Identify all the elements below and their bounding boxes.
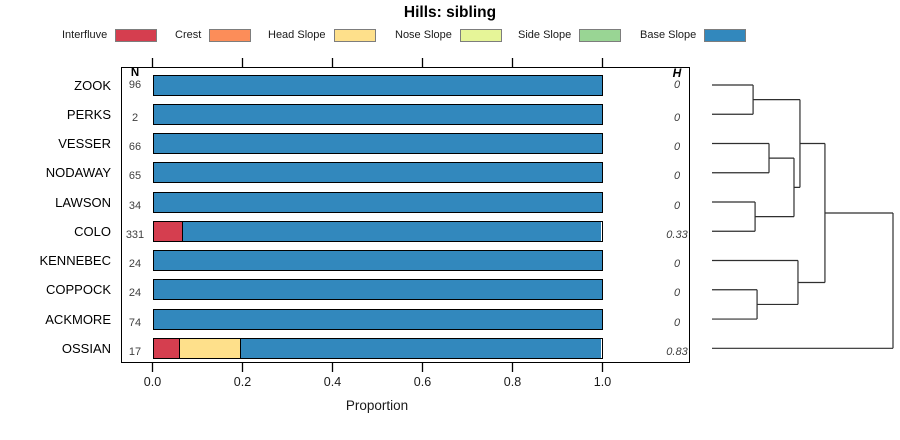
bar-vesser <box>152 133 603 154</box>
row-label: PERKS <box>66 106 111 122</box>
legend-label: Side Slope <box>518 29 572 41</box>
legend-swatch-side-slope <box>579 28 622 42</box>
bar-segment-interfluve <box>153 338 181 358</box>
n-value: 331 <box>125 228 145 241</box>
bar-segment-head-slope <box>180 338 241 358</box>
x-tick-label: 0.0 <box>143 375 162 389</box>
n-value: 74 <box>128 316 142 329</box>
legend-swatch-nose-slope <box>459 28 502 42</box>
row-label: COPPOCK <box>45 282 111 298</box>
n-value: 66 <box>128 141 142 153</box>
h-value: 0 <box>673 316 681 329</box>
h-value: 0.33 <box>666 228 688 241</box>
bar-coppock <box>152 279 603 301</box>
bar-zook <box>152 74 603 96</box>
n-column-header: N <box>130 67 140 79</box>
h-value: 0 <box>673 258 681 271</box>
legend-label: Head Slope <box>268 29 326 41</box>
row-label: ACKMORE <box>45 311 111 327</box>
bar-segment-base-slope <box>153 104 602 124</box>
legend-item: Side Slope <box>518 27 622 43</box>
h-value: 0 <box>673 170 681 183</box>
row-label: NODAWAY <box>45 165 111 181</box>
bar-segment-interfluve <box>153 221 183 241</box>
bar-colo <box>152 220 603 242</box>
x-tick-label: 0.8 <box>503 375 522 389</box>
page-title: Hills: sibling <box>403 4 497 21</box>
h-value: 0.83 <box>666 345 688 358</box>
legend-item: Crest <box>175 27 252 43</box>
row-label: OSSIAN <box>61 340 111 356</box>
bar-perks <box>152 103 603 125</box>
dendrogram-lines <box>712 84 894 349</box>
h-value: 0 <box>673 199 681 212</box>
bar-segment-base-slope <box>153 251 602 271</box>
bar-segment-base-slope <box>240 338 602 358</box>
bar-segment-base-slope <box>182 221 602 241</box>
bar-ackmore <box>152 308 603 330</box>
legend-label: Interfluve <box>62 29 108 41</box>
bar-kennebec <box>152 250 603 272</box>
bar-segment-base-slope <box>153 134 602 153</box>
h-value: 0 <box>673 78 681 91</box>
n-value: 34 <box>128 199 142 212</box>
row-label: KENNEBEC <box>39 253 111 269</box>
bar-ossian <box>152 337 603 359</box>
legend-item: Interfluve <box>62 27 158 43</box>
legend-label: Base Slope <box>640 29 697 41</box>
legend-item: Nose Slope <box>395 27 502 43</box>
legend-item: Head Slope <box>268 27 376 43</box>
h-value: 0 <box>673 141 681 153</box>
bar-segment-base-slope <box>153 280 602 300</box>
legend-label: Nose Slope <box>395 29 452 41</box>
row-label: VESSER <box>58 136 111 151</box>
n-value: 96 <box>128 78 142 91</box>
row-label: LAWSON <box>55 194 111 210</box>
bar-nodaway <box>152 162 603 184</box>
n-value: 24 <box>128 287 142 300</box>
legend-swatch-interfluve <box>115 28 158 42</box>
legend-item: Base Slope <box>640 27 747 43</box>
row-label: COLO <box>74 223 111 239</box>
bar-segment-base-slope <box>153 309 602 329</box>
n-value: 2 <box>131 111 139 124</box>
legend-label: Crest <box>175 29 202 41</box>
x-axis-label: Proportion <box>345 398 409 413</box>
legend-swatch-head-slope <box>333 28 376 42</box>
h-value: 0 <box>673 287 681 300</box>
x-tick-label: 0.6 <box>413 375 432 389</box>
x-tick-label: 1.0 <box>593 375 612 389</box>
h-value: 0 <box>673 111 681 124</box>
bar-segment-base-slope <box>153 163 602 183</box>
h-column-header: H <box>672 66 682 80</box>
x-tick-label: 0.2 <box>233 375 252 389</box>
x-tick-label: 0.4 <box>323 375 342 389</box>
bar-segment-base-slope <box>153 75 602 95</box>
n-value: 17 <box>128 345 142 358</box>
legend-swatch-base-slope <box>704 28 747 42</box>
bar-lawson <box>152 191 603 213</box>
row-label: ZOOK <box>74 77 111 93</box>
bar-segment-base-slope <box>153 192 602 212</box>
n-value: 65 <box>128 170 142 183</box>
plot-box <box>121 67 690 363</box>
n-value: 24 <box>128 258 142 271</box>
legend-swatch-crest <box>209 28 252 42</box>
